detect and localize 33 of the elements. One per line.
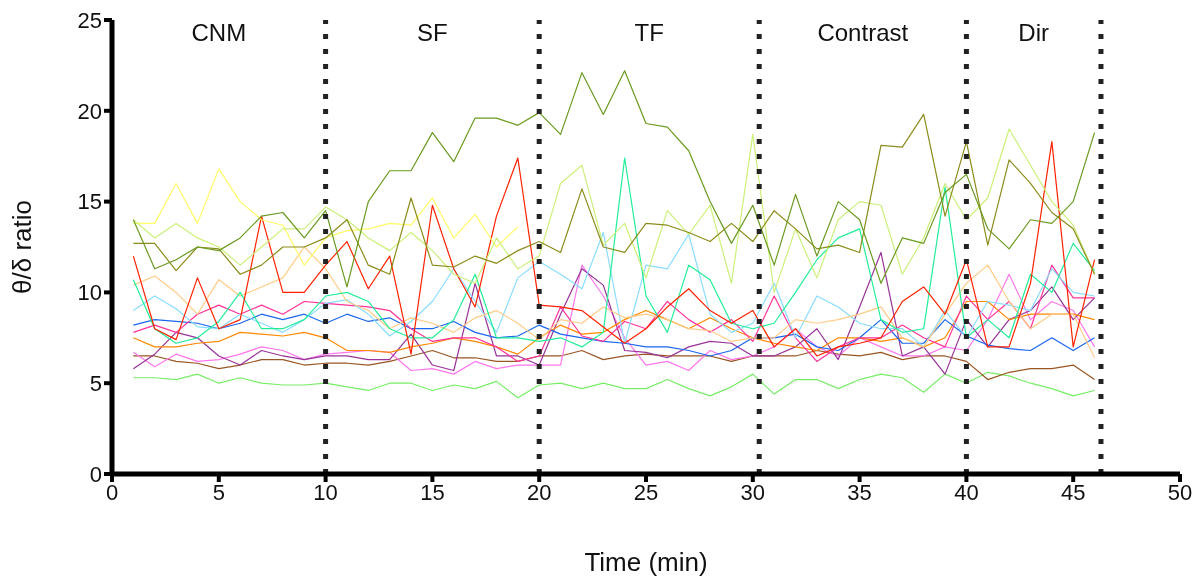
y-tick-label: 0 [89,461,102,487]
x-axis-title: Time (min) [584,547,708,577]
x-tick-label: 50 [1167,479,1193,505]
y-tick-label: 10 [77,280,102,306]
annotation: CNM [191,19,247,47]
y-tick-label: 20 [77,98,102,124]
x-tick-label: 15 [420,479,445,505]
x-tick-label: 35 [847,479,872,505]
line-series [132,168,519,266]
line-series [132,300,1096,355]
annotation: Dir [1018,19,1050,47]
line-series [132,113,1096,275]
line-series [132,349,1096,381]
annotation: SF [417,19,448,47]
y-tick-label: 25 [77,7,102,33]
x-tick-label: 45 [1060,479,1086,505]
line-series [132,231,1096,348]
x-tick-label: 10 [313,479,338,505]
annotation: TF [634,19,664,47]
line-series [132,70,1096,288]
line-series [132,313,1096,357]
y-tick-label: 5 [89,371,102,397]
line-series [132,246,1096,359]
x-tick-label: 5 [212,479,225,505]
x-tick-label: 40 [954,479,979,505]
x-tick-label: 25 [633,479,659,505]
x-tick-label: 20 [526,479,552,505]
x-tick-label: 30 [740,479,766,505]
x-tick-label: 0 [105,479,119,505]
annotation: Contrast [817,19,909,47]
y-tick-label: 15 [77,189,102,215]
y-axis-title: θ/δ ratio [7,200,38,294]
line-series [132,371,1096,399]
